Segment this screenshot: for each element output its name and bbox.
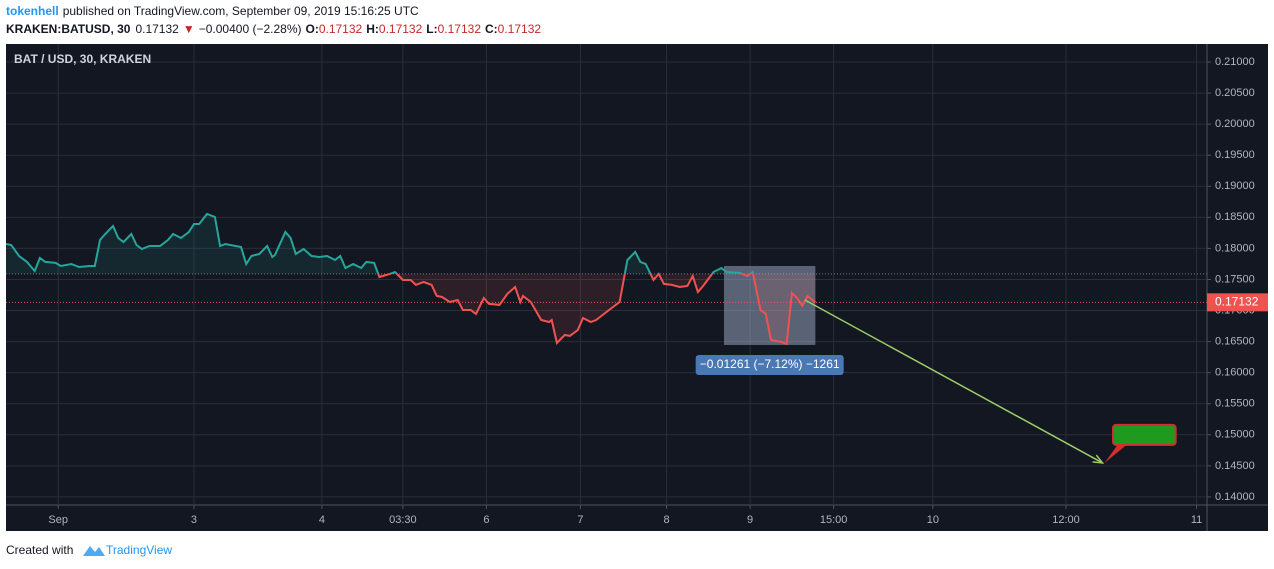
y-tick-label: 0.20000 [1215, 118, 1255, 130]
y-tick-label: 0.14000 [1215, 491, 1255, 503]
l: 0.17132 [438, 22, 482, 36]
x-tick-label: 12:00 [1052, 514, 1080, 526]
change: −0.00400 (−2.28%) [199, 22, 302, 36]
o-label: O: [305, 22, 318, 36]
symbol-line: KRAKEN:BATUSD, 30 0.17132 ▼ −0.00400 (−2.28… [6, 22, 541, 36]
y-tick-label: 0.17500 [1215, 273, 1255, 285]
h-label: H: [366, 22, 379, 36]
x-tick-label: 03:30 [389, 514, 417, 526]
legend: BAT / USD, 30, KRAKEN [14, 52, 151, 66]
x-tick-label: 7 [577, 514, 583, 526]
x-tick-label: Sep [48, 514, 68, 526]
x-tick-label: 8 [663, 514, 669, 526]
trend-arrow [804, 299, 1103, 464]
footer-brand: TradingView [106, 543, 172, 557]
logo [83, 546, 105, 556]
c: 0.17132 [498, 22, 542, 36]
author: tokenhell [6, 4, 59, 18]
o: 0.17132 [319, 22, 363, 36]
y-tick-label: 0.16000 [1215, 367, 1255, 379]
x-tick-label: 11 [1191, 514, 1202, 526]
price-box [1207, 293, 1268, 312]
callout [1112, 423, 1177, 446]
x-tick-label: 4 [319, 514, 325, 526]
h: 0.17132 [379, 22, 423, 36]
x-tick-label: 3 [191, 514, 197, 526]
arrow-head [1092, 454, 1105, 464]
y-tick-label: 0.18500 [1215, 211, 1255, 223]
y-tick-label: 0.15000 [1215, 429, 1255, 441]
last: 0.17132 [135, 22, 179, 36]
x-tick-label: 6 [483, 514, 489, 526]
y-tick-label: 0.21000 [1215, 56, 1255, 68]
y-tick-label: 0.20500 [1215, 87, 1255, 99]
x-tick-label: 15:00 [820, 514, 848, 526]
x-tick-label: 10 [927, 514, 939, 526]
y-tick-label: 0.14500 [1215, 460, 1255, 472]
measure-label-box [695, 354, 844, 375]
publish-line: tokenhell published on TradingView.com, S… [6, 4, 419, 18]
y-tick-label: 0.19000 [1215, 180, 1255, 192]
published: published on TradingView.com, September … [63, 4, 419, 18]
y-tick-label: 0.19500 [1215, 149, 1255, 161]
callout-pointer [1104, 442, 1130, 463]
measure-label: −0.01261 (−7.12%) −1261 [700, 357, 840, 371]
arrow: ▼ [183, 22, 195, 36]
x-tick-label: 9 [747, 514, 753, 526]
footer-logo [83, 546, 105, 556]
y-tick-label: 0.16500 [1215, 336, 1255, 348]
current-price-label: 0.17132 [1215, 295, 1259, 309]
price-line [5, 212, 817, 346]
symbol: KRAKEN:BATUSD, 30 [6, 22, 131, 36]
l-label: L: [426, 22, 437, 36]
chart-frame [6, 44, 1268, 531]
footer-created: Created with [6, 543, 73, 557]
y-tick-label: 0.15500 [1215, 398, 1255, 410]
c-label: C: [485, 22, 498, 36]
y-tick-label: 0.18000 [1215, 242, 1255, 254]
